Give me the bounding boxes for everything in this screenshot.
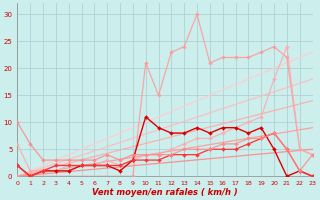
X-axis label: Vent moyen/en rafales ( km/h ): Vent moyen/en rafales ( km/h ) <box>92 188 238 197</box>
